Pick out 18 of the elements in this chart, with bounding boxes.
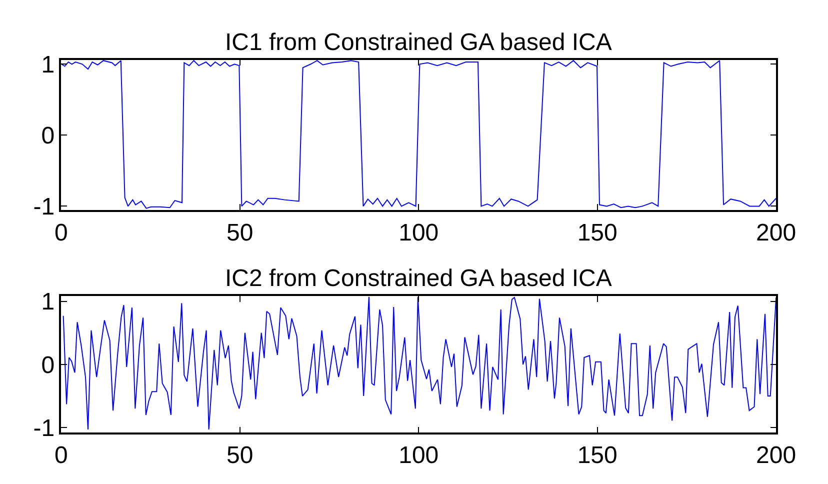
x-tick-label: 200 [756,219,796,246]
x-tick-label: 200 [756,442,796,470]
x-tick-label: 150 [577,442,618,470]
x-tick-label: 100 [398,219,439,246]
y-tick-label: 1 [41,52,55,79]
y-tick-label: 0 [41,352,55,379]
y-tick-label: -1 [33,194,55,221]
x-tick-label: 50 [226,442,254,470]
chart-title: IC1 from Constrained GA based ICA [225,29,612,56]
x-tick-label: 150 [577,219,618,246]
chart-title: IC2 from Constrained GA based ICA [225,265,612,292]
y-tick-label: 1 [41,288,55,316]
line-series [61,60,776,209]
y-tick-label: 0 [41,122,55,150]
x-tick-label: 50 [226,219,254,246]
y-tick-label: -1 [33,414,55,442]
line-series [62,296,776,430]
x-tick-label: 100 [398,442,439,470]
